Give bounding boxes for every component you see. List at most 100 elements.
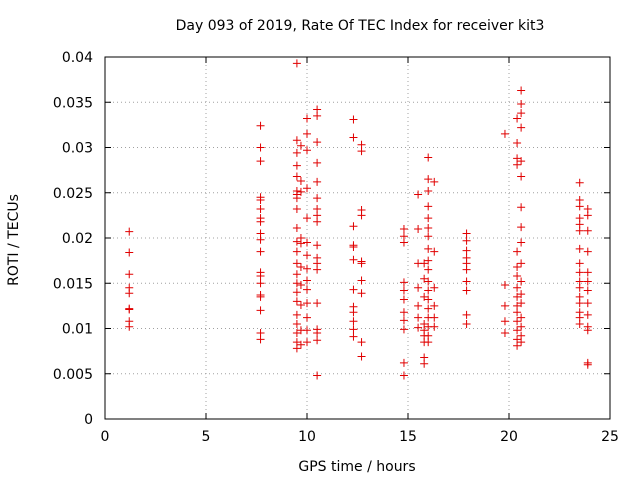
data-point: [303, 238, 311, 247]
data-point: [256, 157, 265, 166]
data-point: [575, 283, 584, 292]
data-point: [517, 277, 526, 286]
data-point: [517, 157, 526, 166]
y-tick-label: 0.025: [53, 186, 93, 202]
data-point: [313, 265, 322, 274]
data-point: [424, 214, 433, 223]
data-point: [349, 308, 358, 317]
data-point: [125, 322, 134, 331]
data-point: [583, 247, 592, 256]
x-tick-labels: 0 5 10 15 20 25: [101, 429, 619, 445]
data-point: [462, 236, 471, 245]
data-point: [303, 264, 311, 273]
data-point: [349, 222, 358, 231]
data-point: [517, 290, 526, 299]
data-point: [517, 299, 526, 308]
data-point: [313, 336, 322, 345]
data-point: [256, 217, 265, 226]
data-point: [303, 251, 311, 260]
data-point: [462, 229, 471, 238]
y-tick-label: 0.015: [53, 276, 93, 292]
data-point: [256, 335, 265, 344]
data-point: [462, 319, 471, 328]
data-point: [256, 247, 265, 256]
x-axis-label: GPS time / hours: [298, 459, 415, 475]
data-point: [517, 313, 526, 322]
y-tick-label: 0.02: [62, 231, 93, 247]
data-point: [256, 205, 265, 214]
x-tick-label: 15: [399, 429, 417, 445]
data-point: [296, 239, 305, 248]
data-point: [292, 319, 301, 328]
data-point: [399, 371, 408, 380]
data-point: [292, 161, 301, 170]
data-point: [313, 138, 322, 147]
data-point: [517, 100, 526, 109]
data-point: [575, 244, 584, 253]
y-tick-label: 0.035: [53, 95, 93, 111]
data-point: [513, 262, 522, 271]
data-point: [513, 114, 522, 123]
data-point: [575, 178, 584, 187]
data-point: [513, 283, 522, 292]
data-point: [424, 286, 433, 295]
data-point: [349, 325, 358, 334]
data-point: [313, 371, 322, 380]
data-point: [583, 277, 592, 286]
data-point: [500, 317, 509, 326]
data-point: [513, 326, 522, 335]
data-point: [424, 153, 433, 162]
data-point: [303, 184, 311, 193]
data-point: [517, 322, 526, 331]
data-point: [583, 326, 592, 335]
data-point: [399, 358, 408, 367]
data-point: [517, 338, 526, 347]
data-point: [424, 175, 433, 184]
data-point: [303, 129, 311, 138]
data-point: [414, 313, 423, 322]
data-point: [303, 214, 311, 223]
data-point: [420, 292, 429, 301]
data-point: [292, 194, 301, 203]
y-axis-label: ROTI / TECUs: [6, 194, 22, 286]
data-point: [513, 138, 522, 147]
data-point: [399, 316, 408, 325]
data-point: [296, 281, 305, 290]
data-marks: [125, 59, 592, 380]
data-point: [125, 305, 134, 314]
data-point: [313, 177, 322, 186]
data-point: [292, 148, 301, 157]
data-point: [583, 299, 592, 308]
data-point: [513, 160, 522, 169]
data-point: [575, 319, 584, 328]
data-point: [414, 190, 423, 199]
data-point: [517, 223, 526, 232]
data-point: [517, 259, 526, 268]
data-point: [292, 224, 301, 233]
data-point: [292, 247, 301, 256]
data-point: [313, 217, 322, 226]
data-point: [513, 272, 522, 281]
data-point: [303, 313, 311, 322]
data-point: [513, 341, 522, 350]
grid: [105, 57, 610, 419]
data-point: [313, 158, 322, 167]
data-point: [292, 237, 301, 246]
data-point: [424, 232, 433, 241]
data-point: [513, 308, 522, 317]
data-point: [292, 344, 301, 353]
data-point: [296, 141, 305, 150]
data-point: [256, 143, 265, 152]
data-point: [430, 313, 439, 322]
data-point: [256, 279, 265, 288]
data-point: [430, 283, 439, 292]
data-point: [583, 268, 592, 277]
data-point: [296, 187, 305, 196]
data-point: [125, 270, 134, 279]
data-point: [424, 304, 433, 313]
data-point: [424, 338, 433, 347]
data-point: [420, 274, 429, 283]
data-point: [462, 286, 471, 295]
data-point: [517, 86, 526, 95]
